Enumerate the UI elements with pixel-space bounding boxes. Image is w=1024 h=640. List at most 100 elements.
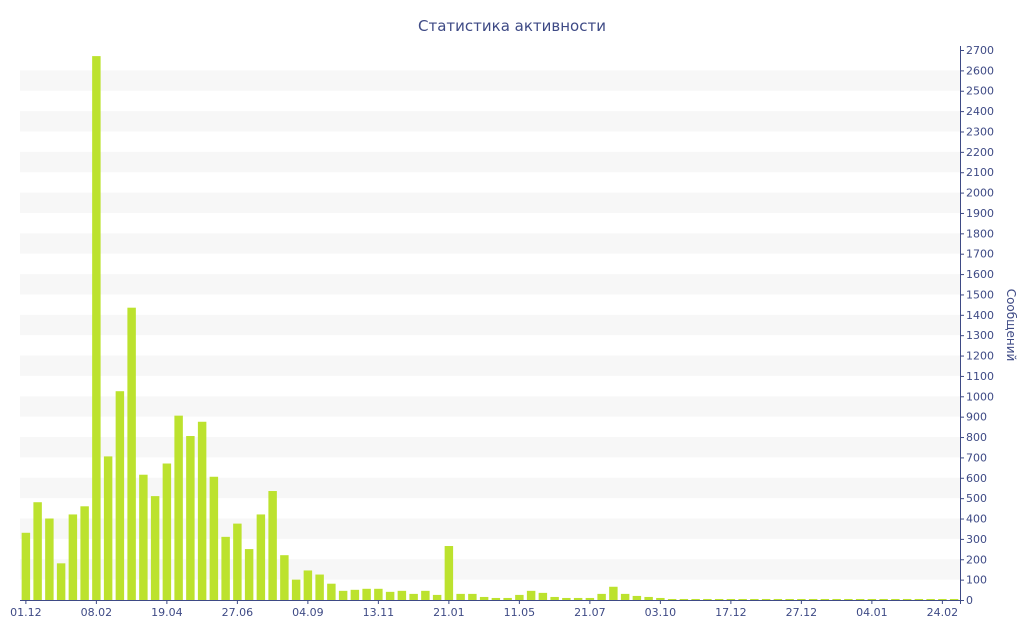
y-tick-label: 2100: [966, 166, 994, 179]
bar: [785, 598, 794, 600]
bar: [33, 502, 42, 600]
bar: [585, 597, 595, 600]
y-tick-label: 0: [966, 594, 973, 607]
x-tick-label: 08.02: [81, 606, 113, 619]
bar: [491, 597, 501, 600]
bar: [280, 555, 289, 600]
bar: [174, 415, 183, 600]
grid-band: [20, 437, 960, 458]
bar: [891, 598, 900, 600]
y-tick-label: 1700: [966, 248, 994, 261]
bar: [162, 463, 172, 600]
bar: [667, 598, 677, 600]
x-tick-label: 21.01: [433, 606, 465, 619]
bar: [68, 514, 78, 600]
x-tick-labels: 01.12 08.02 19.04 27.06 04.09 13.11 21.01 11.05…: [10, 600, 958, 619]
bar: [56, 563, 66, 600]
bar: [750, 598, 759, 600]
bar: [397, 590, 407, 600]
bar: [374, 588, 383, 600]
y-tick-label: 300: [966, 533, 987, 546]
y-tick-label: 2000: [966, 187, 994, 200]
chart-title: Статистика активности: [418, 17, 606, 35]
bar: [938, 598, 947, 600]
bar: [949, 598, 959, 600]
x-tick-label: 01.12: [10, 606, 42, 619]
bar: [444, 546, 454, 600]
bar: [468, 593, 477, 600]
bar: [503, 597, 512, 600]
bar: [209, 476, 219, 600]
y-tick-label: 900: [966, 411, 987, 424]
y-tick-label: 800: [966, 431, 987, 444]
y-tick-label: 700: [966, 451, 987, 464]
y-tick-label: 1300: [966, 329, 994, 342]
bar: [679, 598, 689, 600]
grid-band: [20, 233, 960, 254]
bar: [620, 593, 630, 600]
bar: [186, 436, 195, 600]
y-tick-label: 200: [966, 553, 987, 566]
bar: [562, 597, 571, 600]
x-tick-label: 04.09: [292, 606, 324, 619]
bar: [738, 598, 747, 600]
bar: [597, 593, 606, 600]
y-tick-labels: 0 100 200 300 400 500 600 700 800 900 1000 1100 1200…: [960, 44, 994, 607]
y-tick-label: 1600: [966, 268, 994, 281]
grid-band: [20, 355, 960, 376]
grid-band: [20, 274, 960, 295]
y-tick-label: 100: [966, 574, 987, 587]
bar: [291, 579, 301, 600]
bars-group: [21, 56, 959, 601]
bar: [726, 598, 736, 600]
bar: [703, 598, 712, 600]
y-tick-label: 2600: [966, 64, 994, 77]
bar: [914, 598, 924, 600]
x-tick-label: 13.11: [363, 606, 395, 619]
bar: [797, 598, 806, 600]
bar: [127, 307, 136, 600]
bar: [268, 491, 277, 600]
y-tick-label: 1000: [966, 390, 994, 403]
x-tick-label: 27.06: [222, 606, 254, 619]
bar: [256, 514, 266, 600]
y-tick-label: 1200: [966, 350, 994, 363]
bar: [855, 598, 865, 600]
grid-band: [20, 477, 960, 499]
y-tick-label: 1900: [966, 207, 994, 220]
bar: [550, 596, 559, 600]
grid-band: [20, 559, 960, 580]
bar: [820, 598, 830, 600]
bar: [362, 588, 371, 600]
bar: [515, 594, 524, 600]
bar: [45, 518, 54, 600]
bar: [21, 532, 31, 600]
bar: [115, 391, 125, 600]
x-tick-label: 04.01: [856, 606, 888, 619]
x-tick-label: 27.12: [786, 606, 818, 619]
bar: [879, 598, 888, 600]
y-tick-label: 2500: [966, 85, 994, 98]
bar: [80, 506, 89, 600]
x-tick-label: 21.07: [574, 606, 606, 619]
bar: [92, 56, 101, 601]
bar: [432, 594, 442, 600]
y-tick-label: 1500: [966, 288, 994, 301]
grid-band: [20, 70, 960, 91]
grid-bands: [20, 70, 960, 580]
x-tick-label: 03.10: [645, 606, 677, 619]
grid-band: [20, 518, 960, 539]
bar: [338, 590, 348, 600]
bar: [691, 598, 700, 600]
bar: [902, 598, 912, 600]
y-tick-label: 400: [966, 513, 987, 526]
bar: [632, 595, 642, 600]
bar: [609, 586, 618, 600]
x-tick-label: 11.05: [504, 606, 536, 619]
bar: [656, 597, 665, 600]
bar: [867, 598, 877, 600]
bar: [573, 597, 583, 600]
bar: [832, 598, 841, 600]
bar: [197, 421, 207, 600]
